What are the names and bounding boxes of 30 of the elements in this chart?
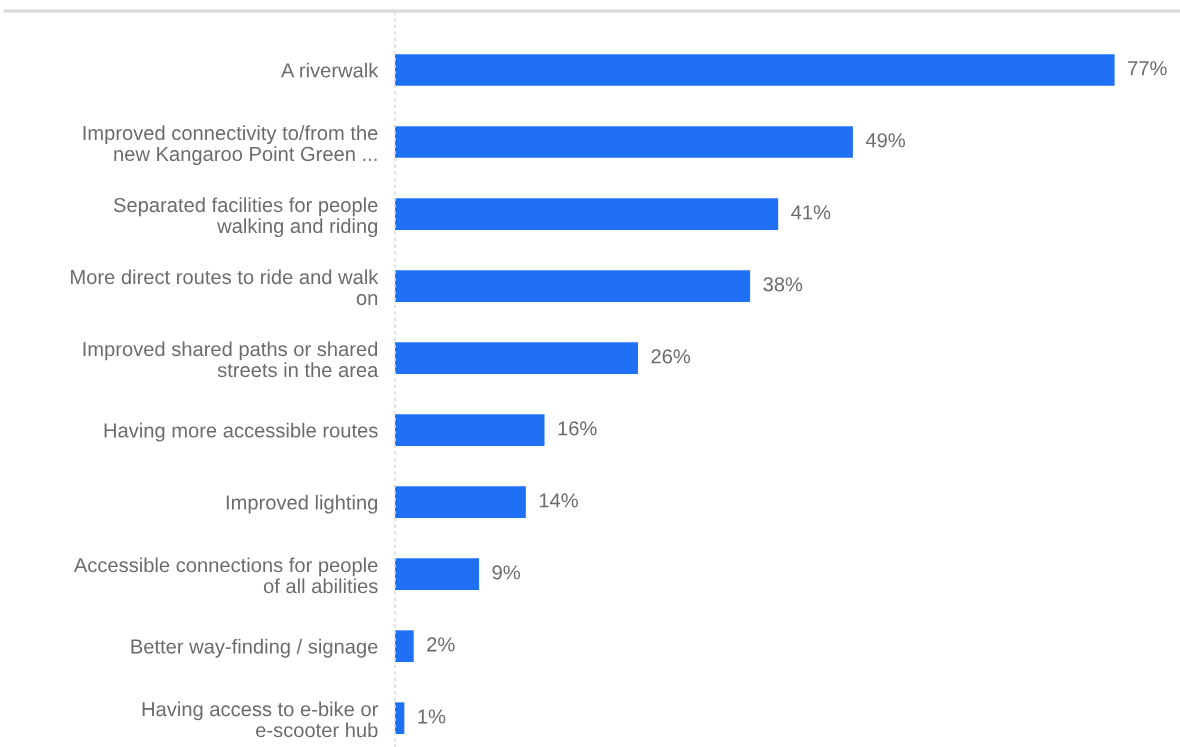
y-tick-label: More direct routes to ride and walk on	[71, 269, 379, 306]
y-tick-label: Separated facilities for people walking and riding	[113, 197, 378, 238]
y-tick-label: Improved lighting	[226, 494, 378, 514]
y-tick-label: Improved connectivity to/from the new Kangaroo Point Green ...	[83, 125, 378, 166]
data-label: 49%	[865, 133, 906, 148]
y-tick-label: Improved shared paths or shared streets in the area	[83, 341, 379, 378]
bar	[395, 342, 638, 374]
y-tick-label: Accessible connections for people of all abilities	[73, 557, 378, 594]
data-label: 41%	[791, 205, 831, 220]
data-label: 9%	[492, 565, 520, 580]
bar	[395, 198, 779, 230]
bar	[395, 558, 480, 590]
data-label: 2%	[427, 637, 455, 652]
y-tick-label: A riverwalk	[281, 62, 379, 78]
y-tick-label: Having more accessible routes	[104, 422, 378, 442]
y-tick-label: Better way-finding / signage	[131, 638, 378, 658]
bar	[395, 126, 853, 158]
data-label: 1%	[418, 709, 446, 724]
bar	[395, 486, 526, 518]
data-label: 16%	[558, 421, 597, 436]
bar	[395, 414, 545, 446]
bar	[395, 270, 751, 302]
y-tick-label: Having access to e-bike or e-scooter hub	[142, 701, 379, 738]
bar	[395, 630, 414, 663]
data-label: 14%	[539, 493, 578, 508]
bar	[395, 54, 1115, 86]
bar	[395, 702, 405, 735]
data-label: 26%	[651, 349, 691, 364]
data-label: 38%	[763, 277, 803, 292]
data-label: 77%	[1128, 61, 1167, 76]
